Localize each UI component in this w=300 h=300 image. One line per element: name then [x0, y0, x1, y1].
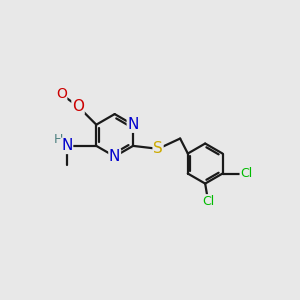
Text: S: S	[153, 141, 163, 156]
Text: Cl: Cl	[202, 195, 214, 208]
Text: H: H	[54, 133, 63, 146]
Text: N: N	[61, 138, 73, 153]
Text: O: O	[72, 99, 84, 114]
Text: Cl: Cl	[240, 167, 252, 180]
Text: N: N	[109, 149, 120, 164]
Text: N: N	[127, 117, 139, 132]
Text: O: O	[56, 87, 67, 101]
